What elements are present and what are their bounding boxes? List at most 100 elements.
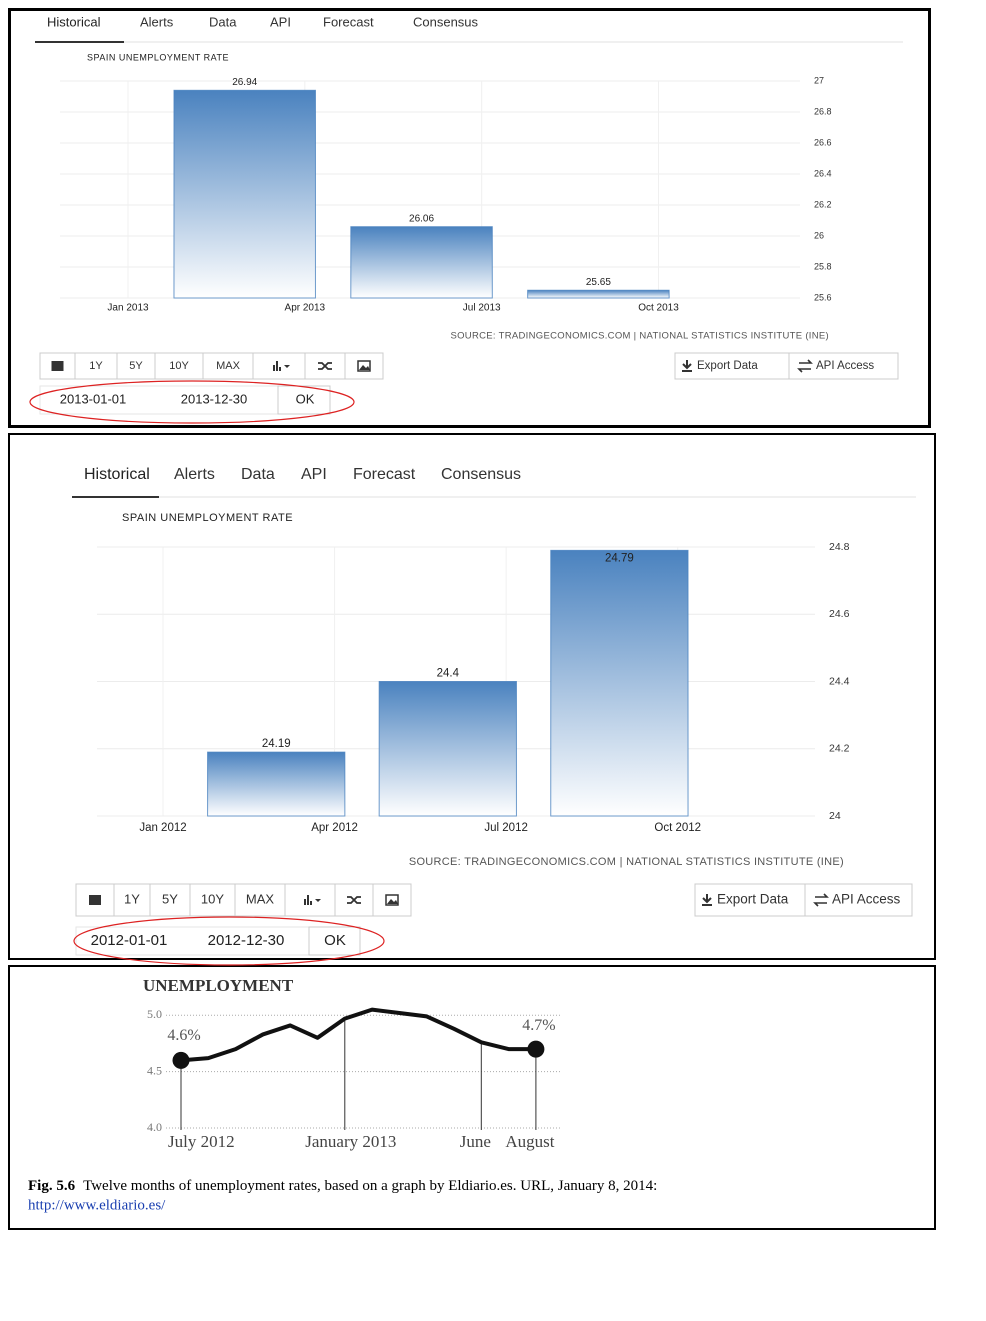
data-label: 26.06 [409, 213, 434, 224]
range-button[interactable]: 1Y [89, 360, 103, 372]
x-tick-label: Oct 2012 [654, 822, 701, 834]
ok-box [308, 926, 361, 956]
highlight-ellipse [73, 916, 385, 966]
x-tick-label: June [460, 1132, 491, 1151]
range-button[interactable]: 5Y [129, 360, 143, 372]
bar [527, 289, 670, 299]
panel-frame [8, 965, 936, 1230]
shuffle-icon[interactable] [318, 362, 332, 370]
source: SOURCE: TRADINGECONOMICS.COM | NATIONAL … [409, 856, 844, 868]
ok-button[interactable]: OK [296, 391, 315, 406]
tab[interactable]: Forecast [353, 466, 416, 483]
line [180, 1007, 536, 1063]
range-button[interactable]: 1Y [124, 891, 140, 906]
caption-link[interactable]: http://www.eldiario.es/ [28, 1197, 166, 1213]
range-button[interactable]: 5Y [162, 891, 178, 906]
chart-title: SPAIN UNEMPLOYMENT RATE [87, 52, 229, 62]
tab[interactable]: Data [241, 466, 275, 483]
chart-title: UNEMPLOYMENT [143, 976, 294, 995]
export-group [694, 883, 913, 917]
data-label: 24.4 [437, 668, 460, 680]
data-label: 4.7% [522, 1017, 555, 1034]
x-tick-label: Jul 2013 [463, 303, 501, 314]
export-button[interactable]: Export Data [717, 892, 789, 907]
tab[interactable]: API [270, 14, 291, 29]
panel-frame [8, 433, 936, 960]
caption-label: Fig. 5.6 [28, 1178, 76, 1194]
chart-type-icon [273, 365, 275, 371]
tab[interactable]: Forecast [323, 14, 374, 29]
api-icon [797, 359, 813, 373]
image-icon[interactable] [357, 360, 371, 372]
data-label: 24.79 [605, 552, 634, 564]
chart-type-icon [276, 361, 278, 371]
calendar-icon[interactable] [89, 895, 101, 905]
export-group [674, 352, 899, 380]
y-tick-label: 24.2 [829, 743, 850, 755]
api-button[interactable]: API Access [816, 360, 874, 372]
chart-title: SPAIN UNEMPLOYMENT RATE [122, 512, 293, 524]
endpoint-marker [172, 1051, 190, 1069]
y-tick-label: 24.6 [829, 608, 850, 620]
x-tick-label: July 2012 [168, 1132, 235, 1151]
chart-type-icon [279, 367, 281, 371]
data-label: 26.94 [232, 77, 257, 88]
tab[interactable]: Alerts [140, 14, 174, 29]
calendar-icon[interactable] [51, 361, 64, 371]
x-tick-label: Apr 2013 [285, 303, 326, 314]
y-tick-label: 26.4 [814, 168, 832, 178]
export-button[interactable]: Export Data [697, 360, 758, 372]
data-label: 24.19 [262, 738, 291, 750]
api-icon [813, 893, 829, 907]
range-button[interactable]: 10Y [201, 891, 224, 906]
start-date[interactable]: 2013-01-01 [60, 391, 127, 406]
x-tick-label: January 2013 [305, 1132, 396, 1151]
bar [350, 226, 493, 299]
y-tick-label: 4.0 [147, 1120, 162, 1134]
tab[interactable]: Consensus [441, 466, 521, 483]
y-tick-label: 26.2 [814, 199, 832, 209]
range-button[interactable]: MAX [216, 360, 241, 372]
y-tick-label: 25.8 [814, 261, 832, 271]
panel-frame [8, 8, 931, 428]
x-tick-label: Apr 2012 [311, 822, 358, 834]
endpoint-marker [527, 1040, 545, 1058]
dropdown-caret [284, 365, 290, 368]
chart-type-icon [310, 901, 312, 905]
y-tick-label: 25.6 [814, 292, 832, 302]
shuffle-icon[interactable] [347, 896, 361, 904]
caption: Fig. 5.6 Twelve months of unemployment ra… [28, 1178, 657, 1194]
api-button[interactable]: API Access [832, 892, 901, 907]
download-icon [682, 360, 692, 372]
end-date[interactable]: 2013-12-30 [181, 391, 248, 406]
end-date[interactable]: 2012-12-30 [208, 932, 285, 949]
download-icon [702, 894, 712, 906]
range-button[interactable]: MAX [246, 891, 275, 906]
image-icon[interactable] [385, 894, 399, 906]
start-date[interactable]: 2012-01-01 [91, 932, 168, 949]
tab[interactable]: Consensus [413, 14, 479, 29]
x-tick-label: Jul 2012 [484, 822, 527, 834]
chart-type-icon [304, 899, 306, 905]
bar [378, 681, 517, 817]
y-tick-label: 26 [814, 230, 824, 240]
y-tick-label: 27 [814, 75, 824, 85]
image-icon-mount [359, 365, 370, 370]
x-tick-label: Jan 2013 [107, 303, 149, 314]
range-button[interactable]: 10Y [169, 360, 189, 372]
tab[interactable]: Historical [47, 14, 101, 29]
tab[interactable]: Historical [84, 466, 150, 483]
x-tick-label: August [505, 1132, 554, 1151]
tab[interactable]: API [301, 466, 327, 483]
y-tick-label: 5.0 [147, 1007, 162, 1021]
bar [173, 89, 316, 299]
x-tick-label: Jan 2012 [139, 822, 186, 834]
ok-button[interactable]: OK [324, 932, 346, 949]
tab[interactable]: Data [209, 14, 237, 29]
bar [550, 549, 689, 817]
caption-text: Twelve months of unemployment rates, bas… [83, 1178, 657, 1194]
tab[interactable]: Alerts [174, 466, 215, 483]
data-label: 25.65 [586, 277, 611, 288]
y-tick-label: 24.4 [829, 675, 850, 687]
